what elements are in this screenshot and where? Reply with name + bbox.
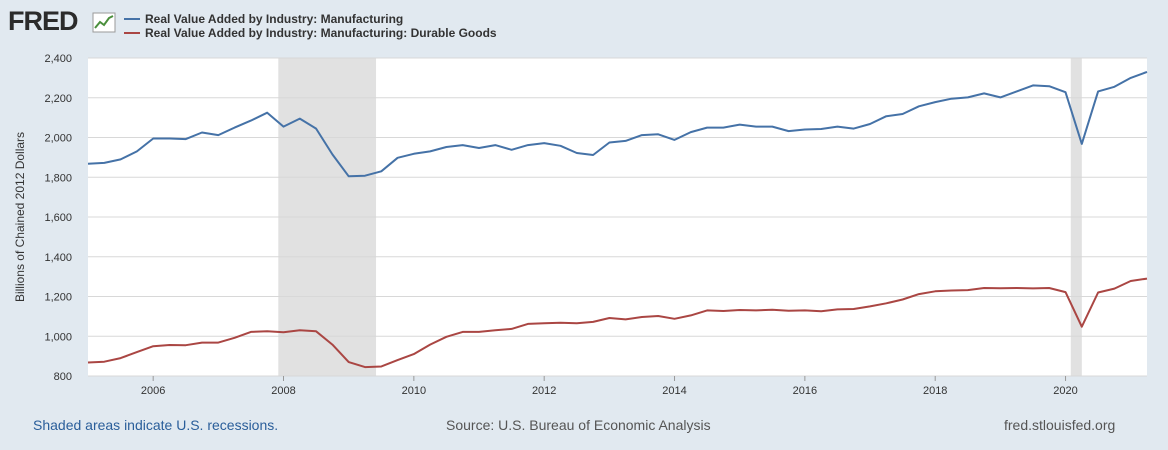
y-tick-label: 1,400	[44, 252, 72, 264]
y-tick-label: 2,000	[44, 133, 72, 145]
y-tick-label: 1,000	[44, 331, 72, 343]
x-tick-label: 2008	[271, 385, 295, 397]
x-tick-label: 2016	[793, 385, 817, 397]
y-tick-label: 800	[54, 371, 72, 383]
legend-label-durable-goods: Real Value Added by Industry: Manufactur…	[145, 26, 497, 40]
x-tick-label: 2010	[402, 385, 426, 397]
site-link[interactable]: fred.stlouisfed.org	[1004, 417, 1116, 433]
x-tick-label: 2020	[1053, 385, 1077, 397]
x-tick-label: 2012	[532, 385, 556, 397]
source-note: Source: U.S. Bureau of Economic Analysis	[446, 417, 711, 433]
line-chart: 800 1,000 1,200 1,400 1,600 1,800 2,000 2,200 2,…	[13, 53, 1148, 397]
legend-label-manufacturing: Real Value Added by Industry: Manufactur…	[145, 12, 404, 26]
y-axis: 800 1,000 1,200 1,400 1,600 1,800 2,000 2,200 2,…	[44, 53, 72, 383]
x-axis: 2006 2008 2010 2012 2014 2016 2018 2020	[141, 376, 1078, 397]
legend-swatch-durable-goods	[124, 32, 140, 34]
y-tick-label: 2,200	[44, 93, 72, 105]
series-lines	[87, 70, 1148, 369]
chart-line-icon	[92, 12, 116, 33]
fred-logo-text: FRED	[8, 6, 78, 36]
series-line-manufacturing[interactable]	[87, 70, 1148, 178]
fred-logo-mark: FRED	[8, 6, 116, 36]
recession-note: Shaded areas indicate U.S. recessions.	[33, 417, 279, 433]
series-line-durable-goods[interactable]	[87, 277, 1148, 369]
legend-item-durable-goods[interactable]: Real Value Added by Industry: Manufactur…	[124, 26, 497, 40]
legend-swatch-manufacturing	[124, 18, 140, 20]
x-tick-label: 2006	[141, 385, 165, 397]
legend-item-manufacturing[interactable]: Real Value Added by Industry: Manufactur…	[124, 12, 403, 26]
gridlines	[88, 57, 1147, 377]
x-tick-label: 2018	[923, 385, 947, 397]
fred-logo[interactable]: FRED	[8, 6, 118, 36]
y-tick-label: 1,800	[44, 172, 72, 184]
x-tick-label: 2014	[662, 385, 686, 397]
y-tick-label: 2,400	[44, 53, 72, 65]
y-tick-label: 1,600	[44, 212, 72, 224]
y-axis-title: Billions of Chained 2012 Dollars	[13, 132, 27, 302]
y-tick-label: 1,200	[44, 292, 72, 304]
